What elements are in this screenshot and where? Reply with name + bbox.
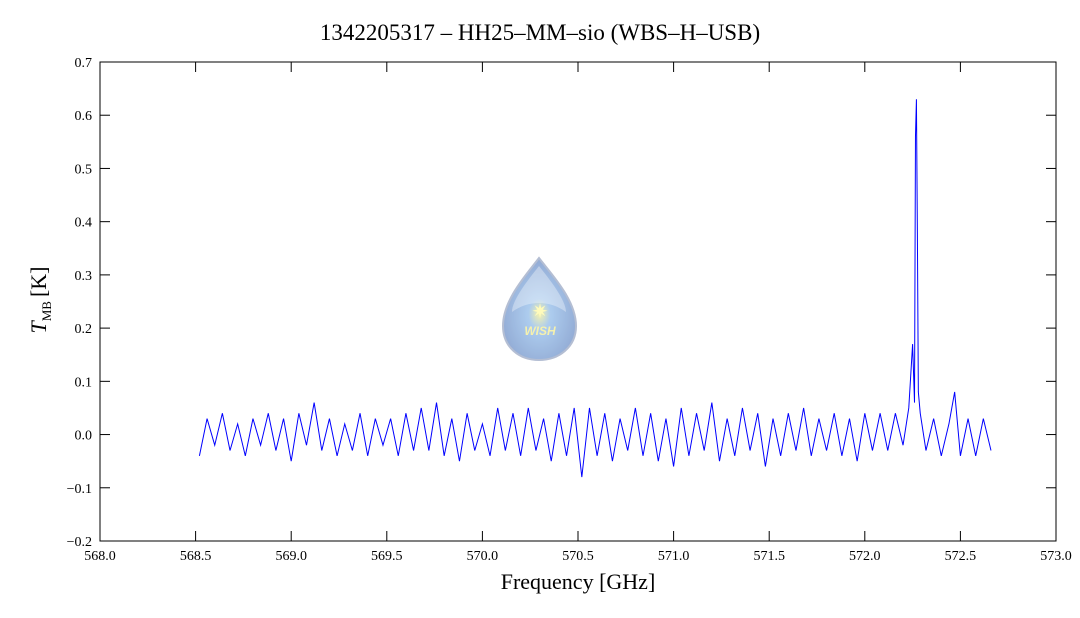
x-tick-label: 572.5 (945, 549, 977, 564)
x-axis-label: Frequency [GHz] (501, 569, 656, 594)
y-label-symbol: T (26, 320, 51, 334)
watermark: WISH ✷ (501, 256, 578, 362)
x-tick-label: 569.0 (275, 549, 307, 564)
x-tick-label: 570.0 (467, 549, 499, 564)
x-tick-label: 570.5 (562, 549, 594, 564)
y-tick-label: 0.2 (75, 322, 93, 337)
y-tick-label: 0.7 (75, 56, 93, 71)
x-tick-label: 571.5 (753, 549, 785, 564)
plot-frame (99, 61, 1057, 542)
x-tick-label: 573.0 (1040, 549, 1072, 564)
x-tick-label: 568.5 (180, 549, 212, 564)
y-tick-label: −0.1 (67, 482, 92, 497)
y-tick-label: 0.3 (75, 269, 93, 284)
y-label-unit: [K] (26, 266, 51, 297)
x-tick-label: 571.0 (658, 549, 690, 564)
y-tick-label: 0.5 (75, 162, 93, 177)
y-axis-label: TMB [K] (26, 266, 54, 333)
watermark-star: ✷ (532, 301, 549, 323)
watermark-text: WISH (524, 324, 556, 338)
y-tick-label: 0.0 (75, 429, 93, 444)
y-label-subscript: MB (39, 301, 54, 322)
y-tick-label: 0.1 (75, 375, 93, 390)
spectrum-line (198, 99, 992, 478)
x-tick-label: 568.0 (84, 549, 116, 564)
y-tick-label: 0.4 (75, 216, 93, 231)
y-tick-label: 0.6 (75, 109, 93, 124)
y-tick-label: −0.2 (67, 535, 92, 550)
x-tick-label: 569.5 (371, 549, 403, 564)
x-tick-label: 572.0 (849, 549, 881, 564)
chart-title: 1342205317 – HH25–MM–sio (WBS–H–USB) (320, 20, 760, 45)
